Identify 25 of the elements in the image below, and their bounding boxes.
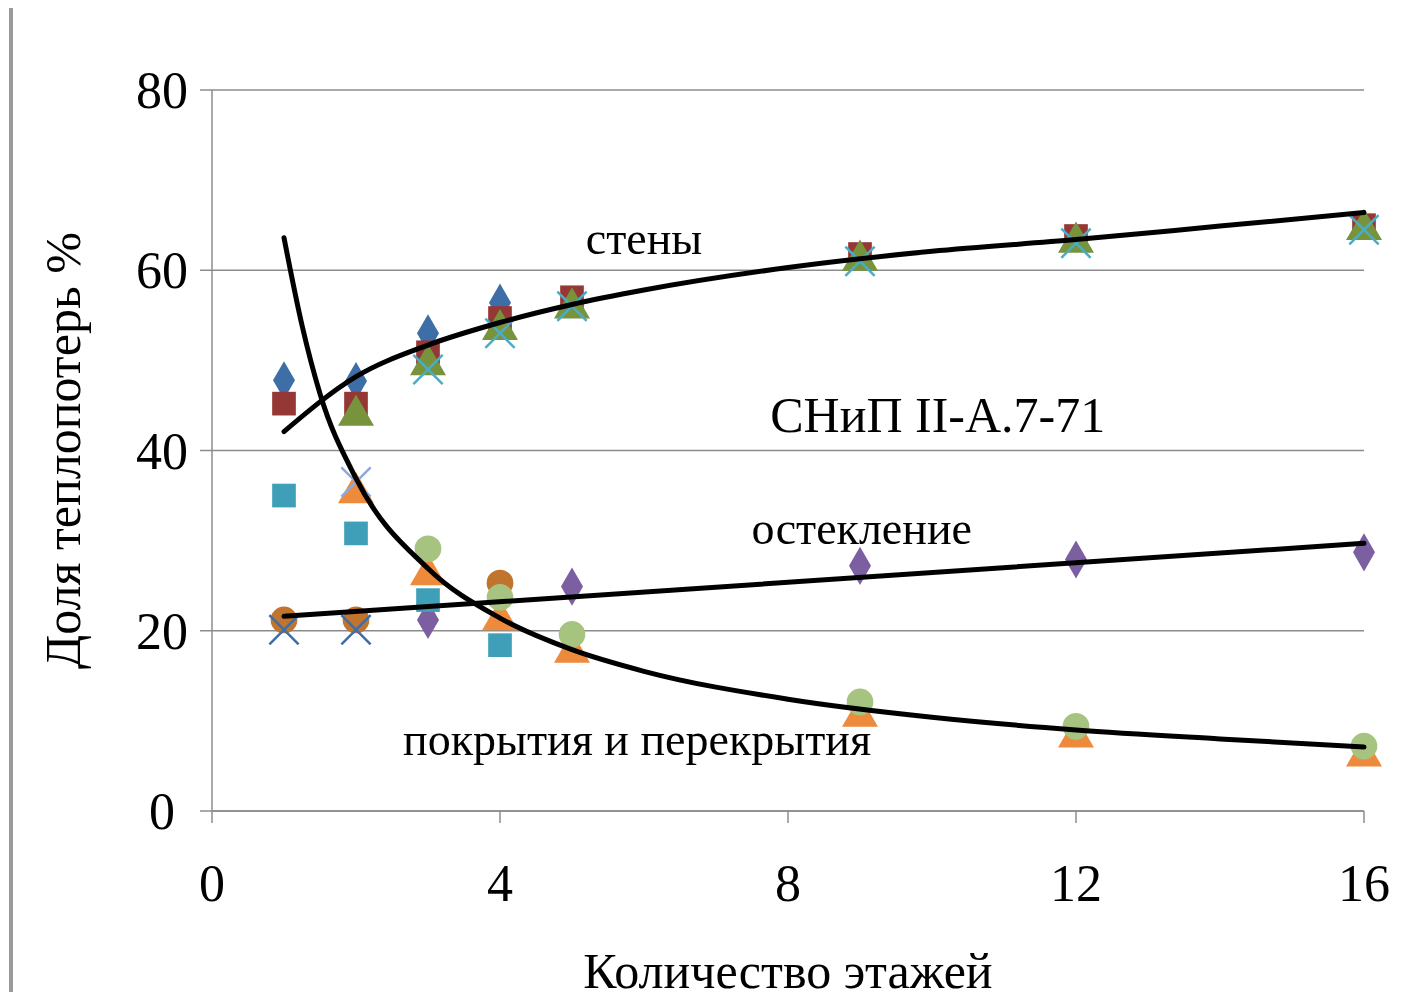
annotation: остекление (751, 502, 972, 554)
y-tick-label: 0 (149, 783, 175, 841)
y-axis-title: Доля теплопотерь % (35, 232, 91, 669)
x-tick-label: 8 (775, 855, 801, 912)
annotation: СНиП II-A.7-71 (770, 387, 1106, 444)
annotation: покрытия и перекрытия (403, 713, 872, 765)
point (340, 613, 372, 646)
x-tick-label: 16 (1338, 855, 1390, 912)
y-tick-label: 60 (136, 242, 188, 300)
point (488, 633, 512, 657)
y-tick-label: 20 (136, 602, 188, 660)
x-tick-label: 4 (487, 855, 513, 912)
point (558, 621, 586, 648)
point (414, 535, 442, 563)
point (412, 353, 444, 386)
point (272, 483, 296, 508)
point (268, 613, 300, 646)
point (344, 521, 368, 546)
x-tick-label: 0 (199, 855, 225, 912)
y-tick-label: 40 (136, 422, 188, 480)
point (272, 391, 296, 416)
x-axis-title: Количество этажей (583, 943, 993, 999)
annotation: стены (585, 213, 703, 265)
y-tick-label: 80 (136, 62, 188, 120)
x-tick-label: 12 (1050, 855, 1102, 912)
